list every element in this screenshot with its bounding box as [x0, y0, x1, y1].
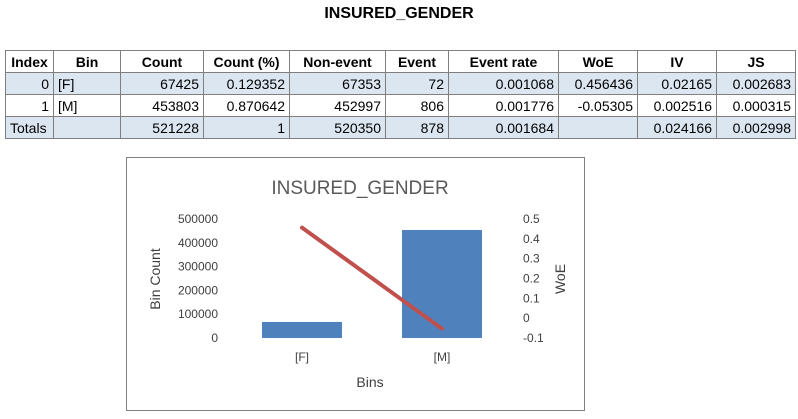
- header-event-rate[interactable]: Event rate: [448, 50, 559, 73]
- x-tick-label: [F]: [295, 350, 309, 364]
- cell-iv[interactable]: 0.02165: [637, 72, 717, 95]
- cell-count-pct[interactable]: 0.129352: [203, 72, 290, 95]
- cell-non-event[interactable]: 452997: [289, 94, 386, 117]
- woe-chart: INSURED_GENDER 500000 400000 300000 200000 1…: [147, 178, 568, 390]
- header-bin[interactable]: Bin: [53, 50, 121, 73]
- cell-non-event[interactable]: 520350: [289, 116, 386, 139]
- cell-event[interactable]: 72: [385, 72, 449, 95]
- table-row: 1 [M] 453803 0.870642 452997 806 0.00177…: [5, 94, 796, 117]
- cell-bin[interactable]: [F]: [53, 72, 121, 95]
- cell-count[interactable]: 67425: [120, 72, 204, 95]
- cell-woe[interactable]: -0.05305: [558, 94, 638, 117]
- cell-bin[interactable]: [M]: [53, 94, 121, 117]
- cell-woe[interactable]: 0.456436: [558, 72, 638, 95]
- y-tick-label: 200000: [178, 283, 218, 297]
- y2-tick-label: 0: [523, 311, 530, 325]
- header-js[interactable]: JS: [716, 50, 796, 73]
- cell-js[interactable]: 0.000315: [716, 94, 796, 117]
- y-tick-label: 100000: [178, 307, 218, 321]
- cell-woe[interactable]: [558, 116, 638, 139]
- cell-index[interactable]: 0: [5, 72, 54, 95]
- bar-0: [262, 321, 342, 338]
- cell-index[interactable]: 1: [5, 94, 54, 117]
- x-tick-label: [M]: [434, 350, 451, 364]
- cell-js[interactable]: 0.002683: [716, 72, 796, 95]
- bar-1: [402, 229, 482, 338]
- cell-event-rate[interactable]: 0.001684: [448, 116, 559, 139]
- header-count[interactable]: Count: [120, 50, 204, 73]
- cell-count[interactable]: 521228: [120, 116, 204, 139]
- table-row-totals: Totals 521228 1 520350 878 0.001684 0.02…: [5, 116, 796, 139]
- y2-axis-label: WoE: [552, 264, 568, 294]
- cell-event[interactable]: 806: [385, 94, 449, 117]
- y-tick-label: 400000: [178, 236, 218, 250]
- cell-js[interactable]: 0.002998: [716, 116, 796, 139]
- chart-object[interactable]: INSURED_GENDER 500000 400000 300000 200000 1…: [126, 157, 585, 411]
- header-count-pct[interactable]: Count (%): [203, 50, 290, 73]
- cell-index[interactable]: Totals: [5, 116, 54, 139]
- y2-tick-label: 0.2: [523, 272, 540, 286]
- cell-non-event[interactable]: 67353: [289, 72, 386, 95]
- sheet-title: INSURED_GENDER: [324, 5, 474, 22]
- woe-table: Index Bin Count Count (%) Non-event Even…: [5, 50, 796, 139]
- y-tick-label: 0: [211, 331, 218, 345]
- chart-title: INSURED_GENDER: [271, 178, 448, 199]
- cell-count[interactable]: 453803: [120, 94, 204, 117]
- y2-tick-label: 0.1: [523, 291, 540, 305]
- cell-count-pct[interactable]: 1: [203, 116, 290, 139]
- cell-event[interactable]: 878: [385, 116, 449, 139]
- y-tick-label: 300000: [178, 260, 218, 274]
- header-index[interactable]: Index: [5, 50, 54, 73]
- header-event[interactable]: Event: [385, 50, 449, 73]
- header-iv[interactable]: IV: [637, 50, 717, 73]
- cell-iv[interactable]: 0.024166: [637, 116, 717, 139]
- cell-count-pct[interactable]: 0.870642: [203, 94, 290, 117]
- header-non-event[interactable]: Non-event: [289, 50, 386, 73]
- y2-tick-label: -0.1: [523, 331, 544, 345]
- cell-event-rate[interactable]: 0.001068: [448, 72, 559, 95]
- table-header-row: Index Bin Count Count (%) Non-event Even…: [5, 50, 796, 73]
- table-row: 0 [F] 67425 0.129352 67353 72 0.001068 0…: [5, 72, 796, 95]
- x-axis-label: Bins: [356, 374, 383, 390]
- cell-bin[interactable]: [53, 116, 121, 139]
- y2-tick-label: 0.4: [523, 232, 540, 246]
- y-axis-label: Bin Count: [147, 248, 163, 310]
- y2-tick-label: 0.3: [523, 252, 540, 266]
- header-woe[interactable]: WoE: [558, 50, 638, 73]
- y2-tick-label: 0.5: [523, 212, 540, 226]
- cell-event-rate[interactable]: 0.001776: [448, 94, 559, 117]
- y-tick-label: 500000: [178, 212, 218, 226]
- woe-series-line: [300, 225, 444, 331]
- cell-iv[interactable]: 0.002516: [637, 94, 717, 117]
